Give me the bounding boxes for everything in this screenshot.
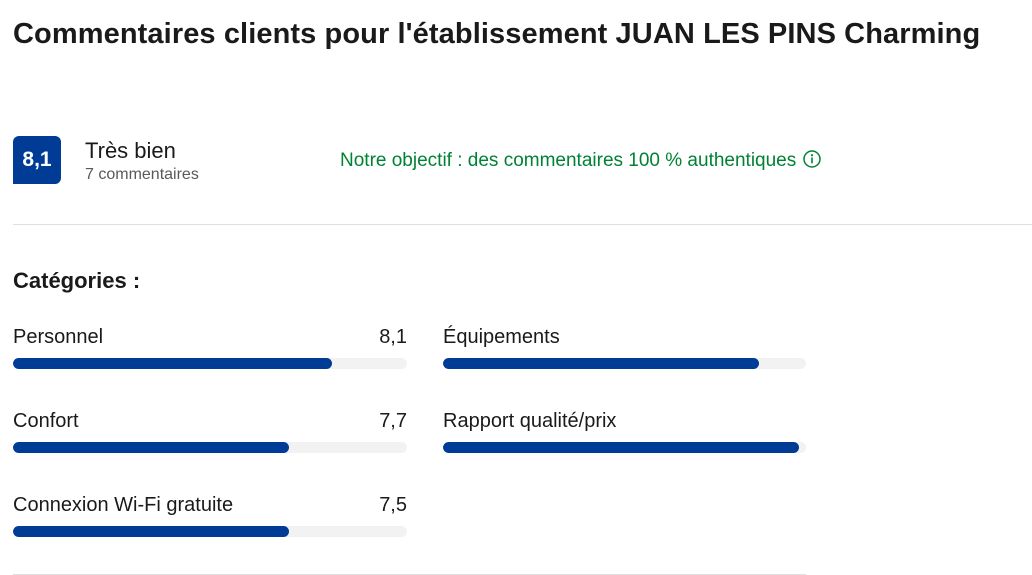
category-bar <box>443 358 806 369</box>
authenticity-note: Notre objectif : des commentaires 100 % … <box>340 150 822 172</box>
score-badge[interactable]: 8,1 <box>13 136 61 184</box>
category-bar-fill <box>13 358 333 369</box>
category-confort: Confort 7,7 <box>13 410 407 453</box>
info-circle-icon[interactable] <box>803 150 822 168</box>
category-bar <box>443 442 806 453</box>
page-title: Commentaires clients pour l'établissemen… <box>13 18 981 50</box>
category-bar <box>13 358 407 369</box>
authenticity-text: Notre objectif : des commentaires 100 % … <box>340 150 797 171</box>
category-score: 7,5 <box>379 494 407 516</box>
categories-heading: Catégories : <box>13 268 141 293</box>
category-score: 7,7 <box>379 410 407 432</box>
category-label: Connexion Wi-Fi gratuite <box>13 494 234 516</box>
category-label: Confort <box>13 410 79 432</box>
category-bar-fill <box>443 442 799 453</box>
category-equipements: Équipements <box>443 326 806 369</box>
rating-word: Très bien <box>85 138 176 163</box>
category-bar-fill <box>13 442 289 453</box>
category-bar <box>13 526 407 537</box>
category-label: Personnel <box>13 326 104 348</box>
category-label: Équipements <box>443 326 560 348</box>
category-personnel: Personnel 8,1 <box>13 326 407 369</box>
category-score: 8,1 <box>379 326 407 348</box>
category-bar-fill <box>13 526 289 537</box>
review-count[interactable]: 7 commentaires <box>85 166 199 183</box>
category-rapport-qualite-prix: Rapport qualité/prix <box>443 410 806 453</box>
category-bar <box>13 442 407 453</box>
section-divider <box>13 224 1032 225</box>
category-label: Rapport qualité/prix <box>443 410 617 432</box>
category-wifi: Connexion Wi-Fi gratuite 7,5 <box>13 494 407 537</box>
category-bar-fill <box>443 358 759 369</box>
